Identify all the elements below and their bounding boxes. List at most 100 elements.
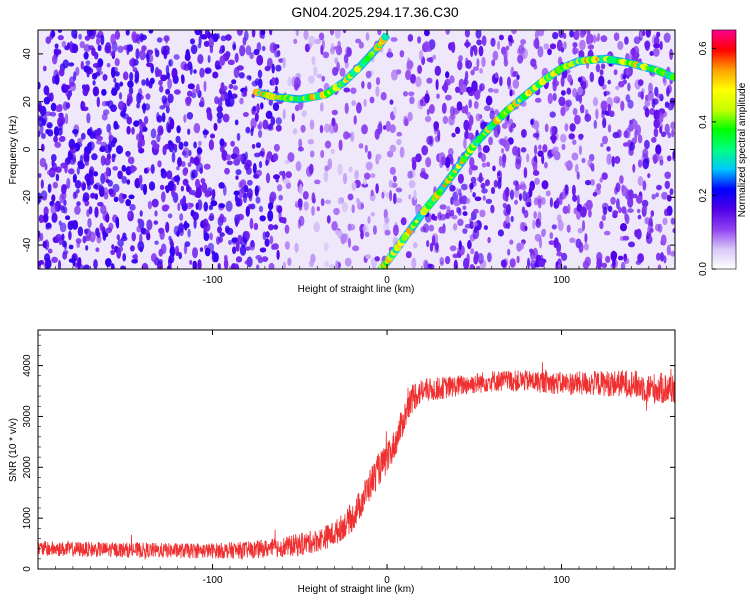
spectrogram-speckle <box>663 32 671 43</box>
spectrogram-speckle <box>504 187 510 198</box>
spectrogram-speckle <box>284 241 290 250</box>
spectrogram-speckle <box>81 106 89 112</box>
spectrogram-speckle <box>584 179 592 186</box>
spectrogram-speckle <box>228 83 234 89</box>
spectrogram-speckle <box>84 84 90 93</box>
spectrogram-speckle <box>463 138 467 149</box>
spectrogram-speckle <box>123 71 129 81</box>
spectrogram-speckle <box>653 43 660 49</box>
spectrogram-speckle <box>428 39 436 50</box>
spectrogram-speckle <box>183 141 189 147</box>
spectrogram-speckle <box>169 245 175 257</box>
spectrogram-speckle <box>63 199 67 207</box>
spectrogram-speckle <box>439 204 447 210</box>
spectrogram-speckle <box>45 222 52 228</box>
spectrogram-speckle <box>95 247 100 252</box>
spectrogram-speckle <box>122 113 129 120</box>
spectrogram-speckle <box>42 65 47 72</box>
spectrogram-speckle <box>45 261 50 269</box>
spectrogram-speckle <box>384 229 391 236</box>
spectrogram-speckle <box>219 232 225 237</box>
spectrogram-speckle <box>196 83 200 96</box>
spectrogram-speckle <box>233 263 240 269</box>
spectrogram-speckle <box>380 92 387 101</box>
spectrogram-speckle <box>583 242 589 251</box>
spectrogram-speckle <box>389 190 393 202</box>
spectrogram-speckle <box>187 128 191 135</box>
spectrogram-speckle <box>142 126 148 132</box>
spectrogram-speckle <box>236 132 241 141</box>
spectrogram-speckle <box>126 98 131 107</box>
spectrogram-speckle <box>593 119 597 129</box>
spectrogram-speckle <box>232 85 238 91</box>
spectrogram-speckle <box>581 157 586 164</box>
spectrogram-speckle <box>61 40 67 48</box>
spectrogram-speckle <box>669 188 674 196</box>
spectrogram-speckle <box>347 223 352 231</box>
spectrogram-speckle <box>417 36 422 44</box>
spectrogram-speckle <box>364 172 371 180</box>
spectrogram-speckle <box>585 199 593 211</box>
spectrogram-speckle <box>424 30 430 37</box>
spectrogram-speckle <box>319 125 324 134</box>
spectrogram-speckle <box>213 252 219 263</box>
spectrogram-speckle <box>526 153 530 163</box>
spectrogram-speckle <box>621 184 625 192</box>
spectrogram-speckle <box>116 247 122 259</box>
spectrogram-speckle <box>210 133 215 139</box>
spectrogram-speckle <box>325 199 331 205</box>
spectrogram-speckle <box>462 205 467 211</box>
spectrogram-speckle <box>462 228 468 234</box>
spectrogram-speckle <box>493 88 499 94</box>
spectrogram-speckle <box>393 106 397 116</box>
spectrogram-speckle <box>316 73 322 79</box>
spectrogram-speckle <box>274 77 279 86</box>
spectrogram-speckle <box>237 234 243 245</box>
spectrogram-speckle <box>111 263 115 269</box>
spectrogram-speckle <box>141 262 149 269</box>
spectrogram-speckle <box>480 182 486 189</box>
spectrogram-speckle <box>44 253 51 263</box>
spectrogram-speckle <box>67 220 74 231</box>
spectrogram-speckle <box>363 98 367 107</box>
spectrogram-speckle <box>545 190 551 197</box>
spectrogram-speckle <box>558 96 566 107</box>
spectrogram-speckle <box>613 96 621 104</box>
spectrogram-speckle <box>209 213 215 221</box>
spectrogram-speckle <box>145 93 151 100</box>
colorbar-tick-label: 0.0 <box>698 262 709 276</box>
spectrogram-speckle <box>515 154 522 165</box>
spectrogram-speckle <box>227 59 235 65</box>
spectrogram-speckle <box>579 39 586 51</box>
spectrogram-speckle <box>335 260 339 269</box>
spectrogram-speckle <box>220 35 227 42</box>
spectrogram-speckle <box>516 74 520 80</box>
spectrogram-speckle <box>141 79 146 86</box>
spectrogram-speckle <box>139 210 143 217</box>
spectrogram-speckle <box>208 204 214 211</box>
spectrogram-speckle <box>600 35 608 43</box>
spectrogram-speckle <box>607 124 612 133</box>
spectrogram-speckle <box>347 193 354 201</box>
spectrogram-speckle <box>376 153 382 160</box>
spectrogram-speckle <box>239 45 246 57</box>
spectrogram-speckle <box>45 36 52 44</box>
spectrogram-speckle <box>361 183 369 188</box>
spectrogram-speckle <box>458 55 463 62</box>
spectrogram-speckle <box>126 152 130 158</box>
spectrogram-speckle <box>367 150 372 160</box>
spectrogram-speckle <box>101 113 108 121</box>
spectrogram-speckle <box>237 65 244 71</box>
spectrogram-speckle <box>274 85 278 92</box>
spectrogram-speckle <box>142 102 146 114</box>
spectrogram-speckle <box>573 30 580 40</box>
spectrogram-speckle <box>127 44 133 52</box>
spectrogram-speckle <box>150 128 157 139</box>
spectrogram-speckle <box>117 170 123 180</box>
spectrogram-speckle <box>644 139 650 150</box>
spectrogram-speckle <box>651 137 657 143</box>
spectrogram-speckle <box>60 205 66 214</box>
spectrogram-speckle <box>562 188 566 200</box>
spectrogram-speckle <box>542 144 548 153</box>
spectrogram-speckle <box>592 191 598 197</box>
